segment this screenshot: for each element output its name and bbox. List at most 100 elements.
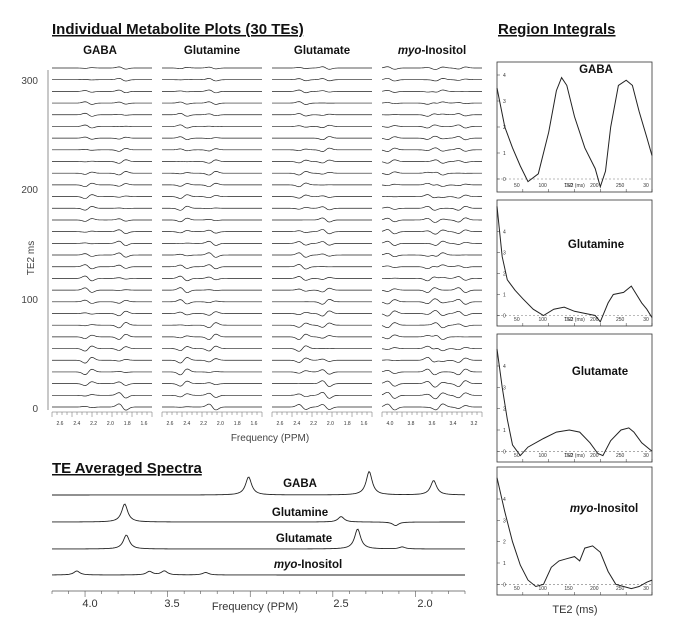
stack-panel-ticklabel: 2.0: [217, 421, 224, 427]
integral-yticklabel: 3: [503, 251, 506, 257]
integral-yticklabel: 0: [503, 449, 506, 455]
stack-trace: [162, 205, 262, 211]
stack-trace: [272, 229, 372, 235]
stack-trace: [381, 194, 482, 199]
stack-trace: [52, 194, 152, 199]
stack-panel-ticklabel: 2.4: [183, 421, 190, 427]
stack-panel-ticklabel: 2.2: [200, 421, 207, 427]
stack-trace: [272, 287, 372, 293]
stack-trace: [272, 136, 372, 141]
stack-trace: [52, 252, 152, 258]
stack-trace: [162, 311, 262, 316]
stack-panel-ticklabel: 1.6: [251, 421, 258, 427]
stack-ytick-200: 200: [21, 185, 38, 196]
stack-trace: [52, 264, 152, 270]
stack-trace: [381, 217, 482, 223]
stack-trace: [52, 89, 152, 94]
stack-trace: [272, 333, 372, 340]
integrals-heading: Region Integrals: [498, 21, 616, 38]
stack-trace: [272, 404, 372, 410]
integral-yticklabel: 2: [503, 540, 506, 546]
integral-yticklabel: 2: [503, 407, 506, 413]
integral-xticklabel: 100: [538, 183, 547, 189]
integral-xticklabel: 150: [564, 183, 573, 189]
integral-xticklabel: 100: [538, 586, 547, 592]
stack-trace: [52, 124, 152, 129]
stack-xlabel: Frequency (PPM): [231, 433, 309, 444]
integral-yticklabel: 0: [503, 314, 506, 320]
integral-small-xlabel: TE2 (ms): [564, 183, 585, 189]
integral-yticklabel: 0: [503, 177, 506, 183]
integral-small-xlabel: TE2 (ms): [564, 453, 585, 459]
stack-trace: [381, 276, 482, 282]
stack-trace: [381, 345, 482, 352]
stack-panel-ticklabel: 2.0: [327, 421, 334, 427]
stack-trace: [381, 135, 482, 141]
stack-ylabel: TE2 ms: [26, 241, 37, 275]
stack-trace: [162, 148, 262, 152]
stack-trace: [52, 218, 152, 222]
integral-xticklabel: 250: [616, 453, 625, 459]
integral-title-glutamine: Glutamine: [568, 239, 624, 251]
integral-xticklabel: 150: [564, 317, 573, 323]
integral-xticklabel: 250: [616, 183, 625, 189]
avg-x-minor-ticks: [51, 591, 466, 597]
integral-yticklabel: 4: [503, 73, 506, 79]
stack-trace: [162, 194, 262, 199]
avg-xtick-3.5: 3.5: [164, 598, 179, 610]
stack-trace: [52, 171, 152, 176]
integral-yticklabel: 4: [503, 497, 506, 503]
stack-trace: [52, 381, 152, 386]
avg-label-glutamine: Glutamine: [272, 507, 328, 519]
stack-trace: [52, 322, 152, 329]
stack-trace: [381, 357, 482, 363]
stack-trace: [162, 136, 262, 140]
stack-panel-ticklabel: 2.6: [57, 421, 64, 427]
stack-trace: [162, 392, 262, 398]
stack-trace: [52, 357, 152, 364]
stack-trace: [381, 240, 482, 246]
stack-trace: [272, 89, 372, 94]
integral-yticklabel: 4: [503, 230, 506, 236]
avg-label-gaba: GABA: [283, 478, 317, 490]
stack-trace: [272, 194, 372, 199]
stack-trace: [381, 264, 482, 270]
stack-trace: [272, 310, 372, 317]
stack-panel-ticklabel: 2.4: [73, 421, 80, 427]
stack-trace: [52, 368, 152, 375]
stack-panel-ticklabel: 2.0: [107, 421, 114, 427]
stack-trace: [162, 322, 262, 329]
integral-xticklabel: 30: [643, 317, 649, 323]
stack-trace: [272, 113, 372, 117]
avg-series-0: [52, 470, 466, 496]
stack-trace: [162, 333, 262, 340]
stack-trace: [162, 170, 262, 176]
stack-trace: [162, 229, 262, 234]
stack-trace: [272, 369, 372, 375]
stack-trace: [272, 264, 372, 270]
stack-trace: [272, 171, 372, 176]
integral-yticklabel: 3: [503, 518, 506, 524]
integral-title-gaba: GABA: [579, 64, 613, 76]
avg-series-1: [52, 503, 465, 526]
stack-title-gaba: GABA: [83, 45, 117, 57]
stack-trace: [162, 380, 262, 387]
stack-trace: [272, 252, 372, 258]
integral-line: [496, 76, 653, 189]
integral-xticklabel: 50: [514, 453, 520, 459]
stack-panel-gaba: 2.6 2.4 2.2 2.0 1.8 1.6: [51, 66, 153, 427]
stack-trace: [272, 159, 372, 164]
integral-frame: [496, 61, 653, 193]
stack-trace: [381, 229, 482, 235]
stack-trace: [162, 182, 262, 187]
stack-trace: [272, 380, 372, 387]
stack-trace: [272, 124, 372, 128]
stack-panel-ticklabel: 2.6: [277, 421, 284, 427]
stack-panel-ticklabel: 1.8: [234, 421, 241, 427]
stack-trace: [381, 159, 482, 164]
stack-trace: [272, 147, 372, 152]
integral-xticklabel: 50: [514, 183, 520, 189]
stack-panel-ticklabel: 1.6: [141, 421, 148, 427]
stack-trace: [162, 368, 262, 376]
